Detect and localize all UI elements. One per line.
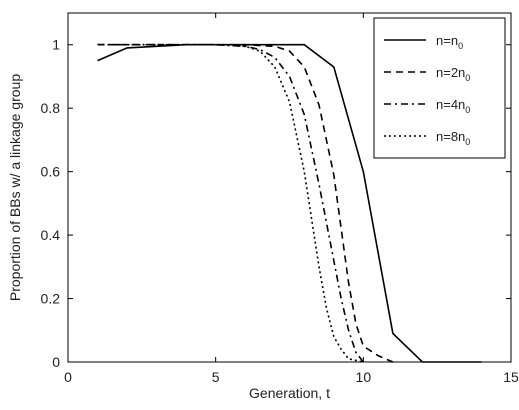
x-axis-label: Generation, t [249,385,330,401]
x-tick-label: 0 [64,369,72,385]
legend-subscript: 0 [465,105,470,115]
legend-subscript: 0 [465,137,470,147]
y-tick-label: 0.2 [41,291,61,307]
x-tick-label: 10 [356,369,372,385]
y-tick-label: 0 [52,354,60,370]
legend-label-3: n=4n0 [436,97,470,115]
y-tick-label: 0.4 [41,227,61,243]
series-group [97,43,482,363]
legend-subscript: 0 [465,73,470,83]
x-tick-label: 5 [212,369,220,385]
x-tick-label: 15 [503,369,519,385]
legend-label-2: n=2n0 [436,65,470,83]
series-line-1 [97,43,482,363]
legend-subscript: 0 [458,41,463,51]
legend: n=n0 n=2n0 n=4n0 n=8n0 [373,17,506,159]
y-tick-label: 0.6 [41,164,61,180]
legend-label-1: n=n0 [436,33,463,51]
y-axis-label: Proportion of BBs w/ a linkage group [7,74,23,301]
legend-label-4: n=8n0 [436,129,470,147]
series-line-2 [97,43,394,363]
y-tick-label: 0.8 [41,100,61,116]
legend-box [373,17,506,159]
y-tick-label: 1 [52,37,60,53]
axes: 0 5 10 15 0 0.2 0.4 0.6 0.8 1 [41,13,519,385]
series-line-3 [97,43,364,363]
